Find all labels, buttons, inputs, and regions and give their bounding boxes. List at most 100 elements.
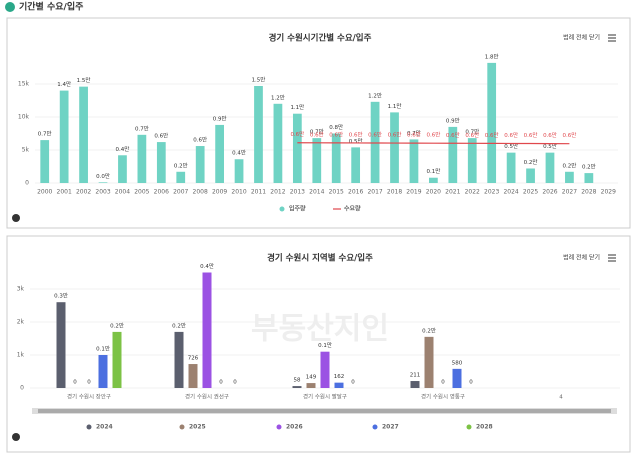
data-label: 0 xyxy=(219,380,223,386)
bar xyxy=(424,336,434,388)
bar xyxy=(98,182,108,183)
menu-icon[interactable] xyxy=(608,254,616,262)
x-tick-label: 2022 xyxy=(465,189,480,196)
legend-swatch xyxy=(86,424,92,430)
data-label: 1.2만 xyxy=(271,93,285,101)
data-label: 0 xyxy=(233,380,237,386)
y-tick-label: 2k xyxy=(17,319,25,326)
chart-title: 경기 수원시기간별 수요/입주 xyxy=(269,33,372,44)
bar xyxy=(545,152,555,183)
data-label: 162 xyxy=(334,374,345,380)
bar xyxy=(526,168,535,183)
legend-toggle[interactable]: 범례 전체 닫기 xyxy=(563,254,600,262)
y-tick-label: 15k xyxy=(18,81,30,88)
bar xyxy=(188,364,198,388)
data-label: 0.7만 xyxy=(135,124,149,132)
data-label: 0 xyxy=(469,380,473,386)
bar xyxy=(202,272,212,388)
x-tick-label: 2000 xyxy=(37,189,52,196)
data-label: 0 xyxy=(87,380,91,386)
bar xyxy=(487,62,497,183)
x-tick-label: 2005 xyxy=(134,189,149,196)
data-label: 0.7만 xyxy=(310,128,324,136)
x-tick-label: 2024 xyxy=(503,189,518,196)
bar xyxy=(79,86,88,183)
x-tick-label: 4 xyxy=(559,395,563,401)
data-label: 0.2만 xyxy=(524,158,538,166)
data-label: 0.2만 xyxy=(582,163,596,171)
line xyxy=(297,142,570,145)
bar xyxy=(334,382,344,388)
x-tick-label: 2011 xyxy=(251,189,266,196)
data-label: 1.2만 xyxy=(368,91,382,99)
data-label: 1.5만 xyxy=(252,75,266,83)
chart-title: 경기 수원시 지역별 수요/입주 xyxy=(267,253,373,264)
x-tick-label: 2020 xyxy=(426,189,441,196)
bar xyxy=(312,138,322,183)
menu-icon[interactable] xyxy=(608,34,616,42)
data-label: 0.4만 xyxy=(232,149,246,157)
bar xyxy=(292,386,302,388)
bar xyxy=(306,383,316,388)
bar xyxy=(410,381,420,388)
scroll-thumb[interactable] xyxy=(38,409,611,413)
logo xyxy=(12,433,20,441)
data-label: 1.8만 xyxy=(485,52,499,60)
x-tick-label: 경기 수원시 권선구 xyxy=(185,393,229,401)
data-label: 0.6만 xyxy=(407,131,421,139)
bar xyxy=(137,134,147,183)
legend-swatch xyxy=(279,206,285,212)
panel xyxy=(6,17,631,229)
x-tick-label: 2028 xyxy=(581,189,596,196)
x-tick-label: 2019 xyxy=(406,189,421,196)
x-tick-label: 2021 xyxy=(445,189,460,196)
x-tick-label: 2016 xyxy=(348,189,363,196)
legend-label: 2025 xyxy=(189,424,206,431)
data-label: 0.7만 xyxy=(407,129,421,137)
data-label: 0 xyxy=(351,380,355,386)
bar xyxy=(40,140,50,183)
data-label: 0.3만 xyxy=(54,292,68,300)
bar xyxy=(118,155,127,183)
data-label: 0.2만 xyxy=(110,321,124,329)
x-tick-label: 경기 수원시 팔달구 xyxy=(303,393,347,401)
bar xyxy=(292,113,302,183)
legend-toggle[interactable]: 범례 전체 닫기 xyxy=(563,34,600,42)
x-tick-label: 2017 xyxy=(367,189,382,196)
data-label: 0.6만 xyxy=(193,136,207,144)
bar xyxy=(409,139,419,183)
logo xyxy=(12,214,20,222)
data-label: 0.6만 xyxy=(388,131,402,139)
y-tick-label: 3k xyxy=(17,286,25,293)
x-tick-label: 2026 xyxy=(542,189,557,196)
bar xyxy=(565,171,574,183)
bar xyxy=(56,302,66,388)
bar xyxy=(331,133,341,183)
legend-swatch xyxy=(276,424,282,430)
data-label: 0.5만 xyxy=(504,142,518,150)
y-tick-label: 0 xyxy=(25,180,29,187)
bar xyxy=(156,142,166,183)
legend-label: 수요량 xyxy=(344,205,361,213)
data-label: 0.6만 xyxy=(524,131,538,139)
x-tick-label: 2010 xyxy=(231,189,246,196)
data-label: 0 xyxy=(441,380,445,386)
y-tick-label: 0 xyxy=(20,385,24,392)
data-label: 0.2만 xyxy=(174,161,188,169)
header-icon xyxy=(5,2,15,12)
data-label: 0.4만 xyxy=(200,262,214,270)
data-label: 1.5만 xyxy=(77,76,91,84)
data-label: 0.6만 xyxy=(485,131,499,139)
legend-swatch xyxy=(466,424,472,430)
bar xyxy=(452,368,462,388)
bar xyxy=(98,355,108,388)
x-tick-label: 2012 xyxy=(270,189,285,196)
data-label: 0.6만 xyxy=(329,130,343,138)
bar xyxy=(234,159,244,183)
bar xyxy=(215,124,224,183)
data-label: 0.6만 xyxy=(543,131,557,139)
legend-label: 2028 xyxy=(476,424,493,431)
bar xyxy=(320,351,330,388)
watermark: 부동산지인 xyxy=(251,312,389,347)
